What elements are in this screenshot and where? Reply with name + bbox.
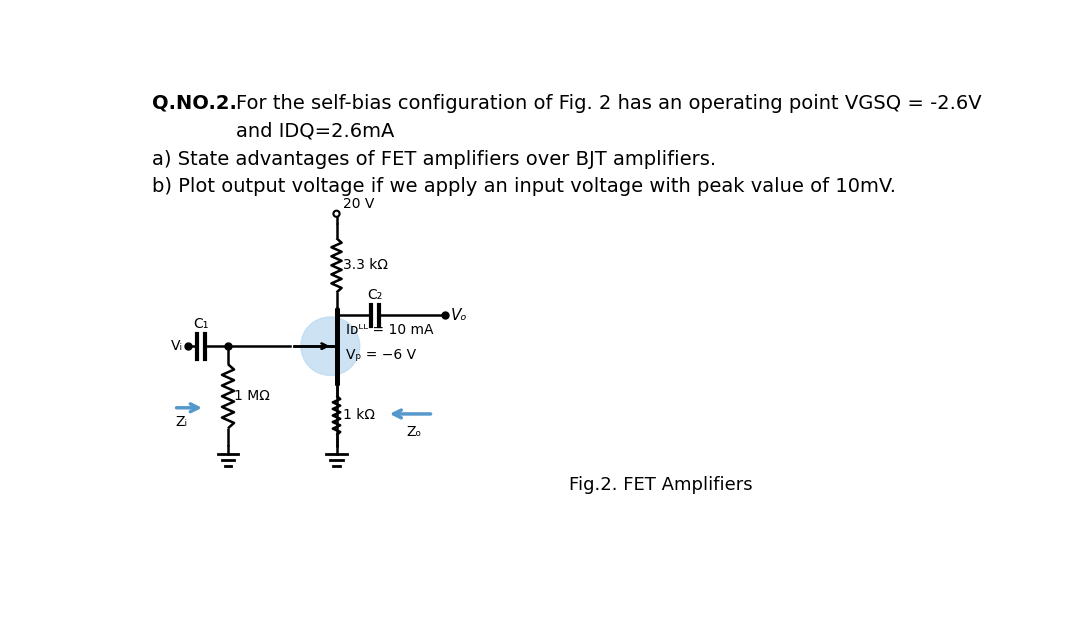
Text: 20 V: 20 V	[342, 197, 374, 211]
Text: Vₚ = −6 V: Vₚ = −6 V	[346, 348, 416, 362]
Text: 1 MΩ: 1 MΩ	[234, 389, 270, 403]
Text: For the self-bias configuration of Fig. 2 has an operating point VGSQ = -2.6V: For the self-bias configuration of Fig. …	[235, 94, 982, 112]
Text: Zₒ: Zₒ	[406, 425, 421, 439]
Circle shape	[301, 317, 360, 376]
Text: a) State advantages of FET amplifiers over BJT amplifiers.: a) State advantages of FET amplifiers ov…	[152, 150, 716, 169]
Text: 1 kΩ: 1 kΩ	[342, 408, 375, 422]
Text: C₂: C₂	[367, 288, 383, 302]
Text: b) Plot output voltage if we apply an input voltage with peak value of 10mV.: b) Plot output voltage if we apply an in…	[152, 177, 896, 196]
Text: Vₒ: Vₒ	[451, 308, 468, 323]
Text: Q.NO.2.: Q.NO.2.	[152, 94, 237, 112]
Text: Zᵢ: Zᵢ	[175, 415, 188, 429]
Text: Vᵢ: Vᵢ	[171, 339, 183, 353]
Text: Fig.2. FET Amplifiers: Fig.2. FET Amplifiers	[569, 476, 753, 494]
Text: Iᴅᴸᴸ = 10 mA: Iᴅᴸᴸ = 10 mA	[346, 323, 433, 337]
Text: 3.3 kΩ: 3.3 kΩ	[342, 258, 388, 272]
Text: and IDQ=2.6mA: and IDQ=2.6mA	[235, 121, 394, 141]
Text: C₁: C₁	[193, 317, 208, 331]
